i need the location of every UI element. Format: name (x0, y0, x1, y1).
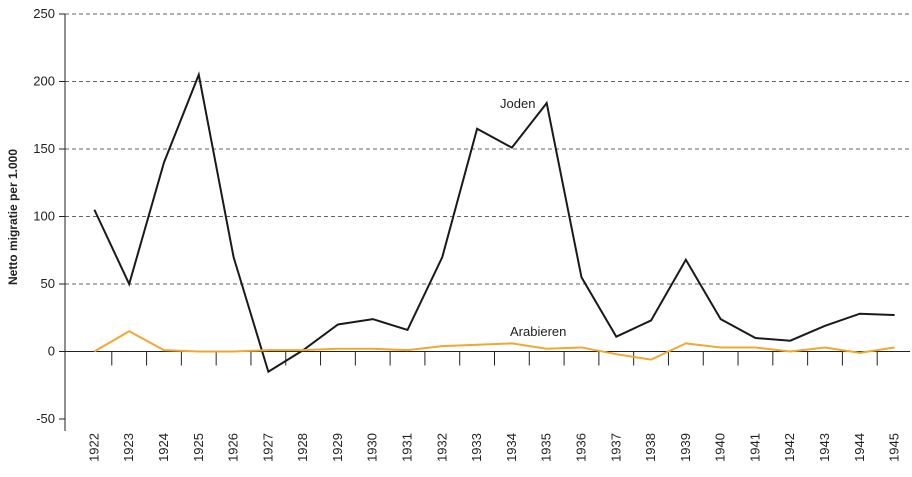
x-tick-label: 1922 (86, 433, 101, 462)
x-tick-label: 1935 (539, 433, 554, 462)
x-tick-label: 1927 (260, 433, 275, 462)
series-line (93, 71, 895, 374)
x-tick-label: 1924 (156, 433, 171, 462)
x-tick-label: 1942 (782, 433, 797, 462)
x-tick-label: 1933 (469, 433, 484, 462)
x-tick-label: 1930 (365, 433, 380, 462)
x-tick-label: 1938 (643, 433, 658, 462)
y-tick-label: 250 (33, 6, 55, 21)
y-tick-label: -50 (36, 411, 55, 426)
x-tick-label: 1939 (678, 433, 693, 462)
x-tick-label: 1928 (295, 433, 310, 462)
x-tick-label: 1936 (573, 433, 588, 462)
x-tick-label: 1937 (608, 433, 623, 462)
x-tick-label: 1941 (747, 433, 762, 462)
series-line (93, 330, 895, 361)
x-tick-label: 1926 (226, 433, 241, 462)
x-tick-label: 1929 (330, 433, 345, 462)
x-tick-label: 1943 (817, 433, 832, 462)
y-tick-label: 200 (33, 74, 55, 89)
x-tick-label: 1934 (504, 433, 519, 462)
series-label: Joden (500, 96, 535, 111)
series-label: Arabieren (510, 324, 566, 339)
x-tick-label: 1925 (191, 433, 206, 462)
x-tick-label: 1940 (713, 433, 728, 462)
y-tick-label: 50 (41, 276, 55, 291)
y-tick-label: 100 (33, 209, 55, 224)
x-tick-label: 1945 (887, 433, 902, 462)
x-tick-label: 1931 (400, 433, 415, 462)
y-tick-label: 150 (33, 141, 55, 156)
x-tick-label: 1923 (121, 433, 136, 462)
x-tick-label: 1944 (852, 433, 867, 462)
y-tick-label: 0 (48, 344, 55, 359)
y-axis-label: Netto migratie per 1.000 (6, 149, 20, 285)
x-tick-label: 1932 (434, 433, 449, 462)
